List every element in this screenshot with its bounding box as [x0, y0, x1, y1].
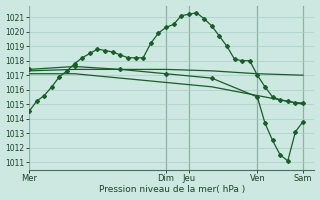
X-axis label: Pression niveau de la mer( hPa ): Pression niveau de la mer( hPa ) [99, 185, 245, 194]
